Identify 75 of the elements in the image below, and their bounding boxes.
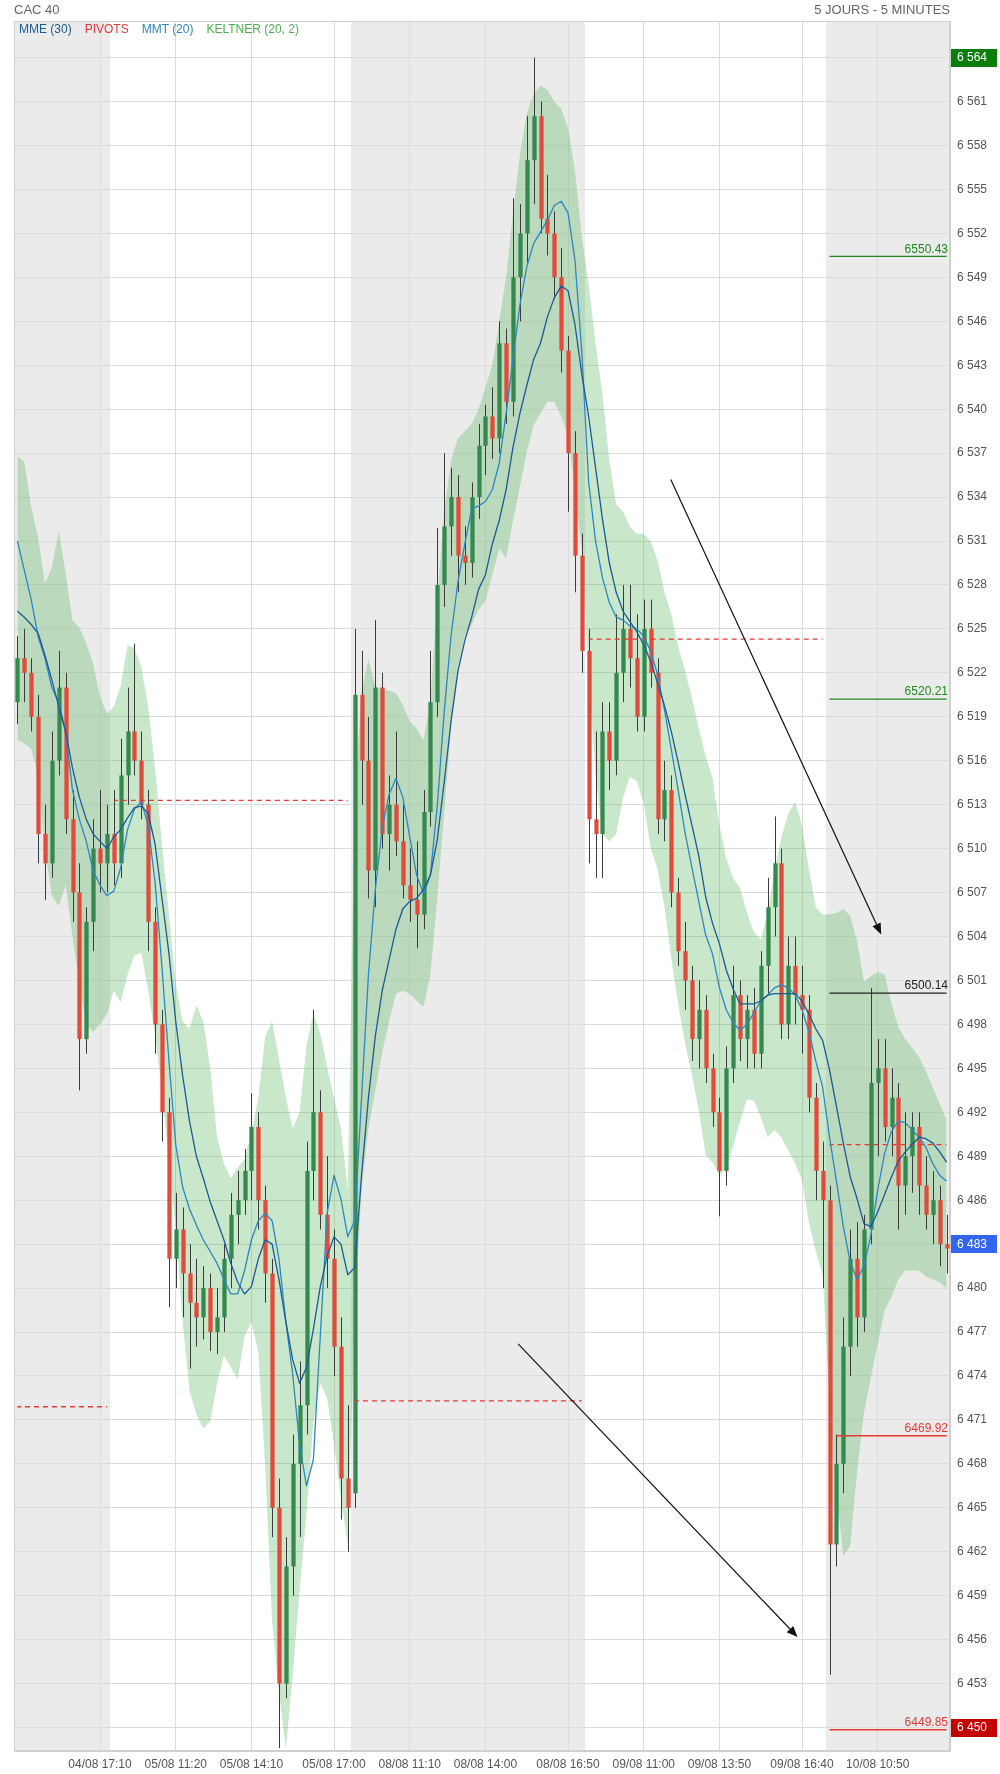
x-tick-label: 05/08 14:10 — [219, 1756, 284, 1771]
y-tick-label: 6 456 — [957, 1631, 988, 1646]
y-tick-label: 6 519 — [957, 709, 988, 724]
chart-title: CAC 40 — [14, 2, 60, 17]
y-tick-label: 6 498 — [957, 1016, 988, 1031]
x-tick-label: 08/08 14:00 — [453, 1756, 518, 1771]
y-tick-label: 6 546 — [957, 313, 988, 328]
y-tick-label: 6 561 — [957, 93, 988, 108]
candlestick — [236, 1170, 241, 1245]
y-tick-label: 6 450 — [957, 1720, 988, 1735]
y-tick-label: 6 468 — [957, 1456, 988, 1471]
y-tick-label: 6 555 — [957, 181, 988, 196]
candlestick — [594, 730, 599, 879]
y-tick-label: 6 477 — [957, 1324, 988, 1339]
data-label: 6550.43 — [904, 241, 949, 256]
y-tick-label: 6 510 — [957, 840, 988, 855]
candlestick — [490, 386, 495, 460]
candlestick — [22, 628, 27, 703]
y-tick-label: 6 474 — [957, 1368, 988, 1383]
y-tick-label: 6 501 — [957, 972, 988, 987]
y-tick-label: 6 552 — [957, 225, 988, 240]
data-label: 6449.85 — [904, 1715, 949, 1730]
x-tick-label: 08/08 16:50 — [536, 1756, 601, 1771]
candlestick — [876, 1038, 881, 1157]
candlestick — [215, 1287, 220, 1355]
text: MME (30) — [19, 22, 72, 36]
y-tick-label: 6 537 — [957, 445, 988, 460]
y-tick-label: 6 540 — [957, 401, 988, 416]
text: PIVOTS — [84, 22, 129, 36]
y-tick-label: 6 549 — [957, 269, 988, 284]
x-tick-label: 09/08 11:00 — [612, 1756, 676, 1771]
y-tick-label: 6 513 — [957, 797, 988, 812]
x-tick-label: 09/08 16:40 — [770, 1756, 835, 1771]
candlestick — [931, 1170, 936, 1245]
y-tick-label: 6 465 — [957, 1500, 988, 1515]
y-tick-label: 6 486 — [957, 1192, 988, 1207]
data-label: 6500.14 — [904, 978, 949, 993]
candlestick — [98, 789, 103, 894]
candlestick — [545, 174, 550, 256]
y-tick-label: 6 564 — [957, 50, 988, 65]
y-tick-label: 6 522 — [957, 665, 988, 680]
chart-subtitle: 5 JOURS - 5 MINUTES — [814, 2, 950, 17]
y-tick-label: 6 489 — [957, 1148, 988, 1163]
y-tick-label: 6 558 — [957, 137, 988, 152]
data-label: 6469.92 — [904, 1421, 949, 1436]
x-tick-label: 09/08 13:50 — [687, 1756, 752, 1771]
y-tick-label: 6 507 — [957, 884, 988, 899]
candlestick — [194, 1258, 199, 1348]
legend-label: KELTNER (20, 2) — [206, 22, 299, 36]
y-tick-label: 6 495 — [957, 1060, 988, 1075]
y-tick-label: 6 543 — [957, 357, 988, 372]
x-tick-label: 05/08 11:20 — [144, 1756, 208, 1771]
text: MMT (20) — [141, 22, 194, 36]
y-tick-label: 6 459 — [957, 1588, 988, 1603]
y-tick-label: 6 471 — [957, 1412, 988, 1427]
y-tick-label: 6 516 — [957, 753, 988, 768]
candlestick — [463, 525, 468, 586]
candlestick — [945, 1214, 950, 1274]
y-tick-label: 6 528 — [957, 577, 988, 592]
y-tick-label: 6 480 — [957, 1280, 988, 1295]
y-tick-label: 6 504 — [957, 928, 988, 943]
x-tick-label: 10/08 10:50 — [846, 1756, 910, 1771]
y-tick-label: 6 492 — [957, 1104, 988, 1119]
y-tick-label: 6 462 — [957, 1544, 988, 1559]
y-tick-label: 6 483 — [957, 1236, 988, 1251]
x-tick-label: 04/08 17:10 — [68, 1756, 133, 1771]
y-tick-label: 6 531 — [957, 533, 988, 548]
y-tick-label: 6 453 — [957, 1675, 988, 1690]
x-tick-label: 08/08 11:10 — [378, 1756, 442, 1771]
y-tick-label: 6 534 — [957, 489, 988, 504]
data-label: 6520.21 — [904, 684, 949, 699]
candlestick — [408, 848, 413, 923]
y-tick-label: 6 525 — [957, 621, 988, 636]
candlestick — [415, 840, 420, 949]
x-tick-label: 05/08 17:00 — [302, 1756, 367, 1771]
